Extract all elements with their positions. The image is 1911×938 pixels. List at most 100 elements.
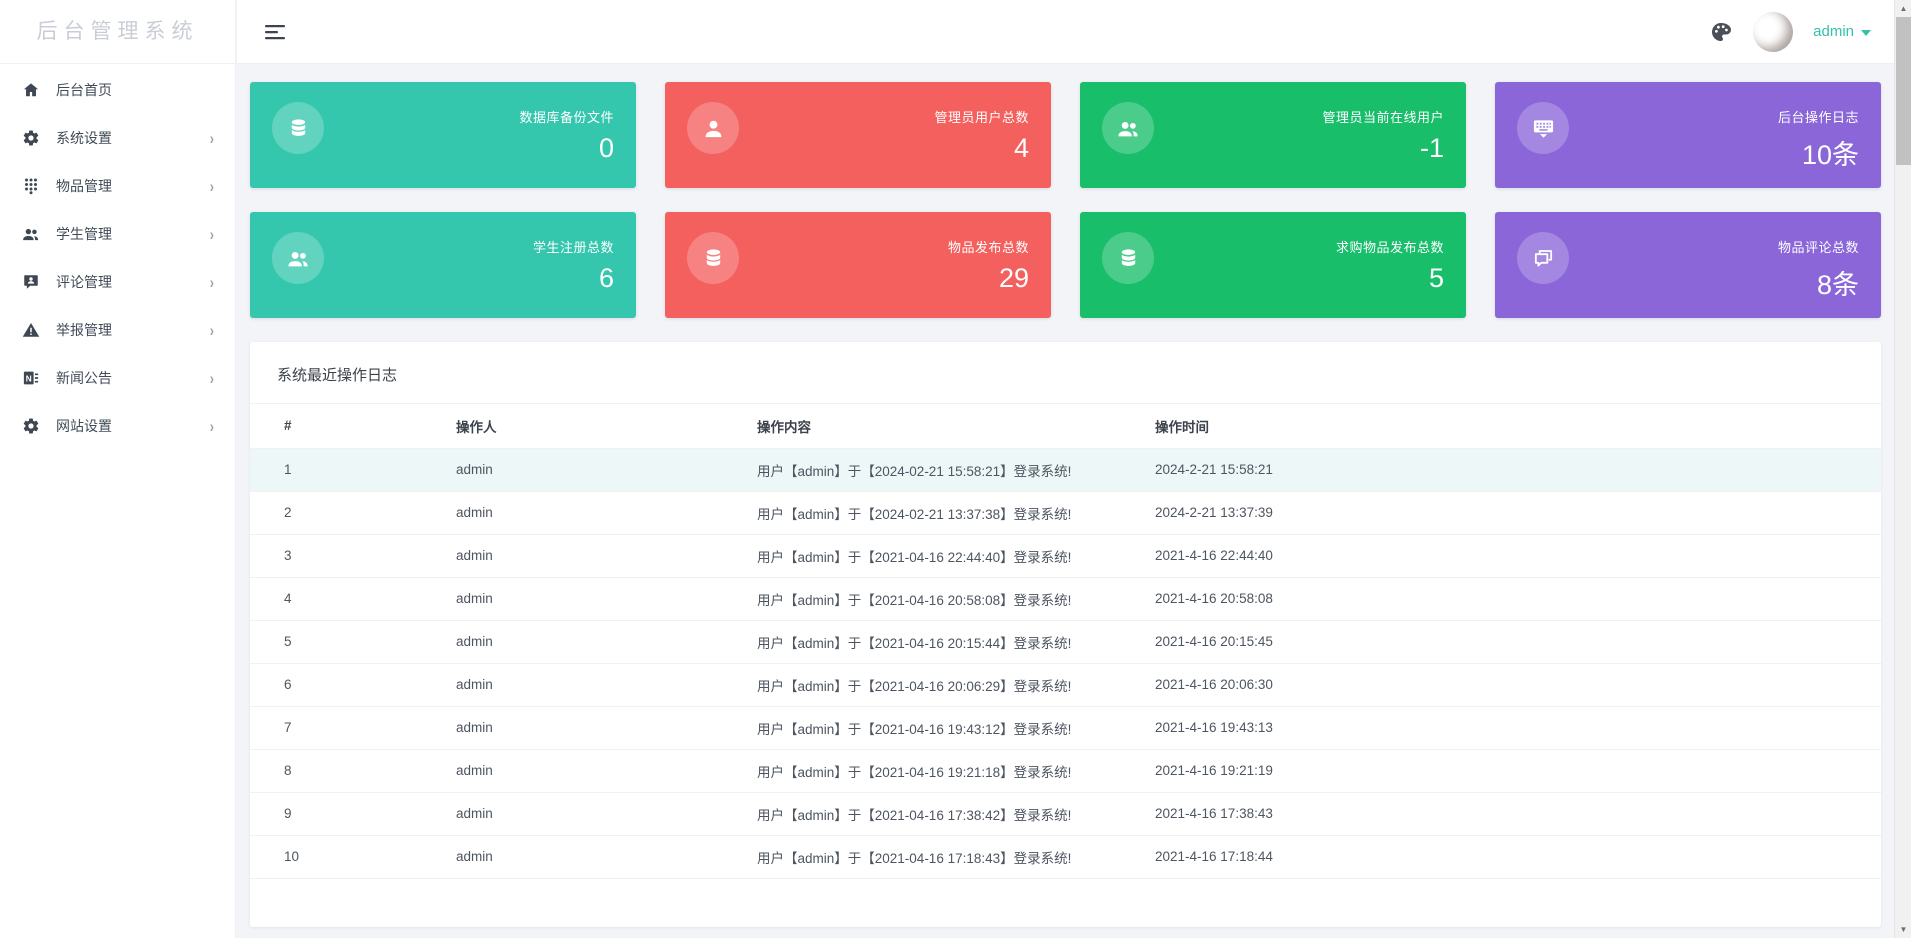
log-table-row: 3 admin 用户【admin】于【2021-04-16 22:44:40】登录系… xyxy=(250,534,1881,577)
scrollbar-thumb[interactable] xyxy=(1896,17,1911,165)
stat-card-label: 管理员当前在线用户 xyxy=(1322,110,1444,125)
sidebar-item-label: 后台首页 xyxy=(56,82,112,98)
database-icon xyxy=(1102,232,1154,284)
sidebar-item-comment-management[interactable]: 评论管理 › xyxy=(0,258,235,306)
chevron-right-icon: › xyxy=(210,128,215,148)
sidebar-item-home[interactable]: 后台首页 xyxy=(0,66,235,114)
log-cell-time: 2024-2-21 15:58:21 xyxy=(1155,462,1273,477)
stat-card-text: 后台操作日志 10条 xyxy=(1778,107,1859,172)
log-table-header-row: # 操作人 操作内容 操作时间 xyxy=(250,404,1881,448)
log-table: # 操作人 操作内容 操作时间 1 admin 用户【admin】于【2024-02-21… xyxy=(250,404,1881,879)
stat-card-text: 求购物品发布总数 5 xyxy=(1336,237,1444,294)
scrollbar-up-arrow[interactable]: ▲ xyxy=(1899,4,1908,13)
header-actions: admin xyxy=(1709,12,1885,52)
sidebar-item-label: 网站设置 xyxy=(56,418,112,434)
chevron-right-icon: › xyxy=(210,368,215,388)
log-table-row: 6 admin 用户【admin】于【2021-04-16 20:06:29】登录系… xyxy=(250,663,1881,706)
dialpad-icon xyxy=(22,177,40,195)
stat-card-value: 6 xyxy=(598,263,614,293)
sidebar-item-news-announcement[interactable]: N 新闻公告 › xyxy=(0,354,235,402)
keyboard-hide-icon xyxy=(1517,102,1569,154)
log-cell-operator: admin xyxy=(456,462,493,477)
log-table-row: 10 admin 用户【admin】于【2021-04-16 17:18:43】登录… xyxy=(250,835,1881,878)
scrollbar-down-arrow[interactable]: ▼ xyxy=(1899,925,1908,934)
log-table-row: 4 admin 用户【admin】于【2021-04-16 20:58:08】登录系… xyxy=(250,577,1881,620)
log-table-body: 1 admin 用户【admin】于【2024-02-21 15:58:21】登录系… xyxy=(250,448,1881,878)
log-cell-content: 用户【admin】于【2021-04-16 17:18:43】登录系统! xyxy=(757,850,1072,866)
stat-card-label: 求购物品发布总数 xyxy=(1335,240,1444,255)
caret-down-icon xyxy=(1861,29,1871,36)
stat-card-goods-comment-total: 物品评论总数 8条 xyxy=(1495,212,1881,318)
menu-toggle-icon[interactable] xyxy=(263,20,287,44)
stat-card-text: 学生注册总数 6 xyxy=(533,237,614,294)
stat-card-label: 数据库备份文件 xyxy=(519,110,614,125)
log-table-row: 2 admin 用户【admin】于【2024-02-21 13:37:38】登录系… xyxy=(250,491,1881,534)
stat-card-value: 0 xyxy=(598,133,614,163)
sidebar-item-student-management[interactable]: 学生管理 › xyxy=(0,210,235,258)
log-table-row: 7 admin 用户【admin】于【2021-04-16 19:43:12】登录系… xyxy=(250,706,1881,749)
log-column-header: 操作人 xyxy=(456,419,497,435)
log-cell-content: 用户【admin】于【2021-04-16 20:15:44】登录系统! xyxy=(757,635,1072,651)
main-content: 数据库备份文件 0 管理员用户总数 4 管理员当前在线用户 -1 后台操作日志 10条学生注册… xyxy=(237,64,1911,938)
sidebar-item-system-settings[interactable]: 系统设置 › xyxy=(0,114,235,162)
stat-card-value: 8条 xyxy=(1816,270,1859,300)
stat-card-label: 物品发布总数 xyxy=(947,240,1029,255)
log-table-row: 8 admin 用户【admin】于【2021-04-16 19:21:18】登录系… xyxy=(250,749,1881,792)
users-icon xyxy=(272,232,324,284)
log-cell-operator: admin xyxy=(456,548,493,563)
forum-icon xyxy=(1517,232,1569,284)
comment-user-icon xyxy=(22,273,40,291)
log-cell-operator: admin xyxy=(456,634,493,649)
stat-card-label: 物品评论总数 xyxy=(1777,240,1859,255)
stat-card-value: 29 xyxy=(998,263,1029,293)
stat-card-text: 管理员用户总数 4 xyxy=(934,107,1029,164)
svg-text:N: N xyxy=(26,374,32,383)
vertical-scrollbar: ▲ ▼ xyxy=(1894,0,1911,938)
sidebar-item-label: 评论管理 xyxy=(56,274,112,290)
gear-icon xyxy=(22,129,40,147)
recent-log-panel: 系统最近操作日志 # 操作人 操作内容 操作时间 1 admin 用户【admin】于【2… xyxy=(250,342,1881,927)
log-cell-index: 6 xyxy=(284,677,292,692)
log-column-header: 操作内容 xyxy=(757,419,811,435)
log-cell-time: 2021-4-16 20:15:45 xyxy=(1155,634,1273,649)
stat-card-wanted-publish-total: 求购物品发布总数 5 xyxy=(1080,212,1466,318)
stat-card-admin-online-users: 管理员当前在线用户 -1 xyxy=(1080,82,1466,188)
stat-card-text: 管理员当前在线用户 -1 xyxy=(1322,107,1444,164)
sidebar-item-site-settings[interactable]: 网站设置 › xyxy=(0,402,235,450)
database-icon xyxy=(687,232,739,284)
stat-card-value: 10条 xyxy=(1801,140,1859,170)
log-cell-content: 用户【admin】于【2021-04-16 17:38:42】登录系统! xyxy=(757,807,1072,823)
sidebar-item-goods-management[interactable]: 物品管理 › xyxy=(0,162,235,210)
log-cell-time: 2024-2-21 13:37:39 xyxy=(1155,505,1273,520)
log-table-row: 5 admin 用户【admin】于【2021-04-16 20:15:44】登录系… xyxy=(250,620,1881,663)
sidebar-item-label: 新闻公告 xyxy=(56,370,112,386)
log-cell-index: 7 xyxy=(284,720,292,735)
top-header: admin xyxy=(237,0,1911,64)
log-cell-time: 2021-4-16 22:44:40 xyxy=(1155,548,1273,563)
log-cell-content: 用户【admin】于【2021-04-16 20:58:08】登录系统! xyxy=(757,592,1072,608)
log-cell-content: 用户【admin】于【2021-04-16 19:21:18】登录系统! xyxy=(757,764,1072,780)
sidebar-item-label: 物品管理 xyxy=(56,178,112,194)
stat-card-db-backup-files: 数据库备份文件 0 xyxy=(250,82,636,188)
stat-card-label: 后台操作日志 xyxy=(1777,110,1859,125)
log-cell-content: 用户【admin】于【2024-02-21 15:58:21】登录系统! xyxy=(757,463,1072,479)
stat-card-goods-publish-total: 物品发布总数 29 xyxy=(665,212,1051,318)
log-cell-index: 9 xyxy=(284,806,292,821)
newspaper-icon: N xyxy=(22,369,40,387)
user-avatar[interactable] xyxy=(1753,12,1793,52)
log-cell-operator: admin xyxy=(456,763,493,778)
stat-card-label: 管理员用户总数 xyxy=(934,110,1029,125)
log-cell-content: 用户【admin】于【2021-04-16 19:43:12】登录系统! xyxy=(757,721,1072,737)
user-dropdown[interactable]: admin xyxy=(1813,23,1871,40)
log-cell-operator: admin xyxy=(456,806,493,821)
theme-palette-icon[interactable] xyxy=(1709,20,1733,44)
sidebar-item-label: 学生管理 xyxy=(56,226,112,242)
sidebar-item-report-management[interactable]: 举报管理 › xyxy=(0,306,235,354)
gear-icon xyxy=(22,417,40,435)
warning-triangle-icon xyxy=(22,321,40,339)
user-icon xyxy=(687,102,739,154)
log-cell-index: 10 xyxy=(284,849,300,864)
chevron-right-icon: › xyxy=(210,176,215,196)
username-label: admin xyxy=(1813,23,1854,40)
stat-card-text: 数据库备份文件 0 xyxy=(519,107,614,164)
